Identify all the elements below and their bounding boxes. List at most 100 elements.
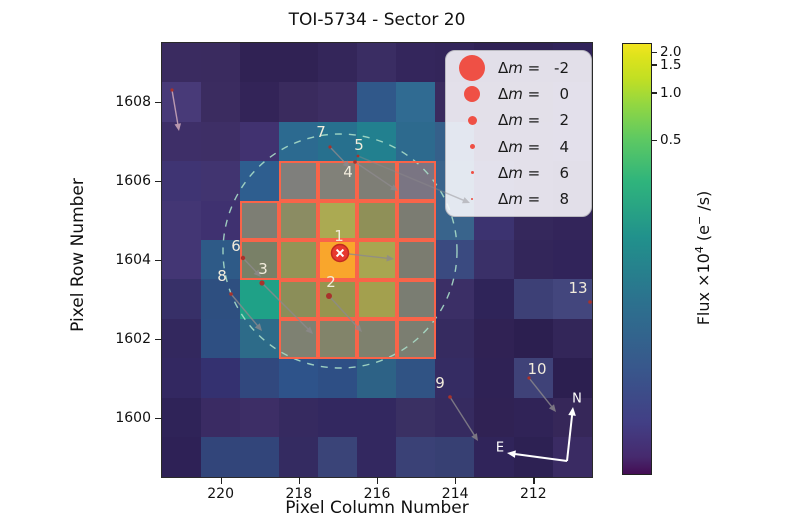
heatmap-cell — [161, 161, 202, 202]
aperture-pixel — [240, 200, 280, 241]
x-tick-label: 220 — [207, 486, 234, 502]
heatmap-cell — [474, 239, 515, 281]
legend-entry: Δm = 2 — [446, 108, 591, 133]
heatmap-cell — [278, 437, 319, 478]
legend-entry: Δm = 6 — [446, 160, 591, 185]
heatmap-cell — [278, 121, 319, 162]
star-label: 13 — [568, 279, 588, 297]
heatmap-cell — [357, 42, 397, 83]
heatmap-cell — [357, 397, 397, 438]
star-label: 6 — [231, 237, 241, 255]
heatmap-cell — [161, 279, 202, 320]
compass-north-label: N — [572, 391, 582, 407]
heatmap-cell — [161, 200, 202, 241]
heatmap-cell — [357, 437, 397, 478]
heatmap-cell — [513, 239, 554, 281]
heatmap-cell — [161, 397, 202, 438]
heatmap-cell — [396, 437, 436, 478]
legend-entry-label: Δm = -2 — [498, 59, 569, 78]
heatmap-cell — [200, 397, 241, 438]
y-tick-mark — [155, 260, 162, 262]
heatmap-cell — [474, 318, 515, 359]
heatmap-cell — [200, 358, 241, 399]
legend-entry: Δm = 8 — [446, 186, 591, 211]
star-label: 7 — [316, 123, 326, 141]
heatmap-cell — [552, 437, 593, 478]
aperture-pixel — [279, 200, 319, 241]
legend-entry-label: Δm = 4 — [498, 137, 569, 156]
heatmap-cell — [474, 397, 515, 438]
y-tick-mark — [155, 102, 162, 104]
aperture-pixel — [396, 200, 436, 241]
legend-entry: Δm = -2 — [446, 55, 591, 82]
y-tick-mark — [155, 417, 162, 419]
heatmap-cell — [396, 42, 436, 83]
heatmap-cell — [396, 397, 436, 438]
colorbar-tick-label: 2.0 — [660, 44, 682, 61]
star-label: 2 — [326, 273, 336, 291]
heatmap-cell — [161, 42, 202, 83]
heatmap-cell — [435, 397, 476, 438]
colorbar — [622, 43, 652, 475]
heatmap-cell — [239, 397, 280, 438]
heatmap-cell — [278, 42, 319, 83]
colorbar-tick-mark — [651, 64, 657, 66]
y-tick-label: 1602 — [115, 330, 151, 347]
colorbar-tick-label: 1.0 — [660, 84, 682, 101]
heatmap-cell — [200, 121, 241, 162]
x-tick-label: 212 — [519, 486, 547, 502]
heatmap-cell — [552, 358, 593, 399]
heatmap-cell — [200, 279, 241, 320]
x-tick-label: 216 — [363, 486, 391, 502]
aperture-pixel — [318, 240, 358, 280]
legend-star-dot-icon — [459, 55, 485, 82]
aperture-pixel — [279, 161, 319, 201]
heatmap-cell — [435, 279, 476, 320]
heatmap-cell — [318, 437, 358, 478]
heatmap-cell — [278, 358, 319, 399]
aperture-pixel — [396, 319, 436, 359]
heatmap-cell — [200, 161, 241, 202]
x-tick-mark — [533, 477, 535, 484]
heatmap-cell — [200, 82, 241, 123]
heatmap-cell — [239, 358, 280, 399]
y-axis-label: Pixel Row Number — [68, 178, 88, 332]
colorbar-label: Flux ×104 (e− /s) — [692, 190, 714, 326]
legend-entry: Δm = 4 — [446, 134, 591, 159]
heatmap-cell — [200, 437, 241, 478]
heatmap-cell — [474, 437, 515, 478]
y-tick-mark — [155, 338, 162, 341]
heatmap-cell — [396, 121, 436, 162]
x-axis-label: Pixel Column Number — [285, 498, 469, 518]
y-tick-label: 1608 — [115, 94, 151, 111]
heatmap-cell — [435, 239, 476, 281]
heatmap-cell — [435, 437, 476, 478]
colorbar-tick-label: 1.5 — [660, 56, 682, 73]
heatmap-cell — [239, 121, 280, 162]
heatmap-cell — [278, 397, 319, 438]
legend-star-dot-icon — [470, 171, 474, 175]
y-tick-label: 1606 — [115, 173, 151, 190]
heatmap-cell — [200, 318, 241, 359]
aperture-pixel — [279, 279, 319, 320]
heatmap-cell — [161, 82, 202, 123]
legend-entry: Δm = 0 — [446, 82, 591, 107]
star-label: 4 — [343, 163, 353, 181]
heatmap-cell — [239, 437, 280, 478]
heatmap-cell — [357, 82, 397, 123]
colorbar-tick-mark — [651, 51, 657, 53]
magnitude-legend: Δm = -2 Δm = 0 Δm = 2 Δm = 4 Δm = 6 Δm = 8 — [445, 50, 592, 217]
heatmap-cell — [513, 437, 554, 478]
y-tick-label: 1600 — [115, 409, 151, 426]
heatmap-cell — [278, 82, 319, 123]
aperture-pixel — [396, 161, 436, 201]
aperture-pixel — [357, 200, 397, 241]
y-tick-mark — [155, 181, 162, 183]
legend-star-dot-icon — [471, 197, 473, 200]
heatmap-cell — [161, 121, 202, 162]
star-label: 10 — [527, 360, 547, 378]
heatmap-cell — [318, 42, 358, 83]
heatmap-cell — [200, 200, 241, 241]
aperture-pixel — [357, 319, 397, 359]
heatmap-cell — [239, 82, 280, 123]
